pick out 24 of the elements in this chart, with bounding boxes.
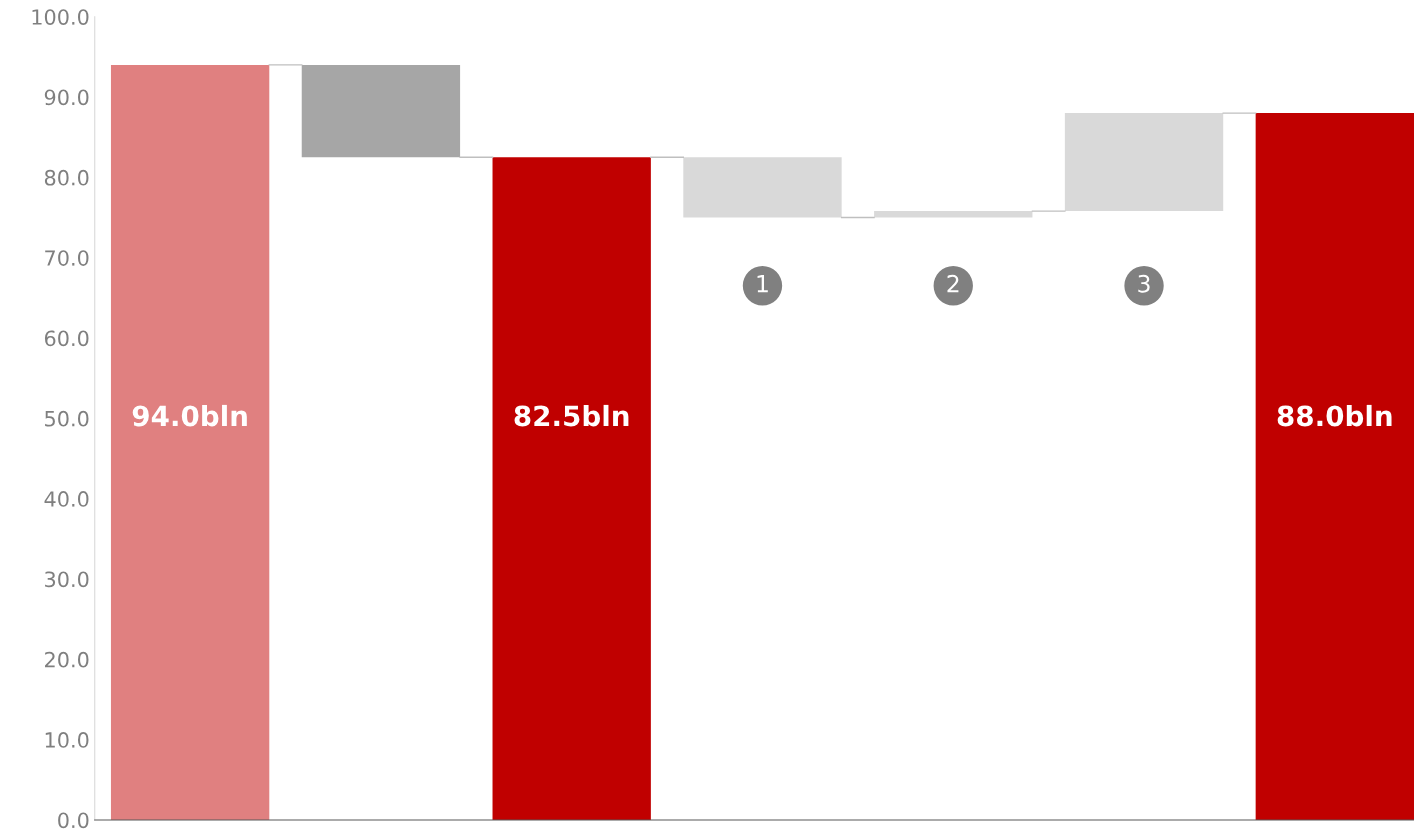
data-label: 94.0bln (132, 404, 247, 427)
bar (492, 157, 651, 820)
annotation: 2 (947, 274, 959, 293)
data-label: 82.5bln (514, 404, 629, 427)
bar (110, 64, 270, 820)
y-tick-label: 60.0 (44, 330, 89, 347)
bar (683, 157, 842, 218)
annotation: 1 (757, 275, 768, 293)
y-tick-label: 80.0 (44, 169, 89, 186)
bar (874, 211, 1033, 218)
y-tick-label: 100.0 (32, 9, 89, 25)
y-tick-label: 90.0 (44, 89, 89, 106)
y-tick-label: 40.0 (44, 491, 89, 507)
y-tick-label: 70.0 (45, 250, 89, 266)
data-label: 88.0bln (1277, 404, 1392, 427)
bar (1255, 113, 1414, 820)
y-tick-label: 10.0 (45, 732, 89, 748)
annotation: 3 (1138, 274, 1150, 293)
y-tick-label: 50.0 (45, 410, 89, 427)
y-tick-label: 0.0 (58, 812, 89, 829)
y-tick-label: 30.0 (45, 571, 89, 588)
y-tick-label: 20.0 (45, 651, 89, 668)
bar (301, 64, 461, 158)
bar (1064, 113, 1224, 212)
